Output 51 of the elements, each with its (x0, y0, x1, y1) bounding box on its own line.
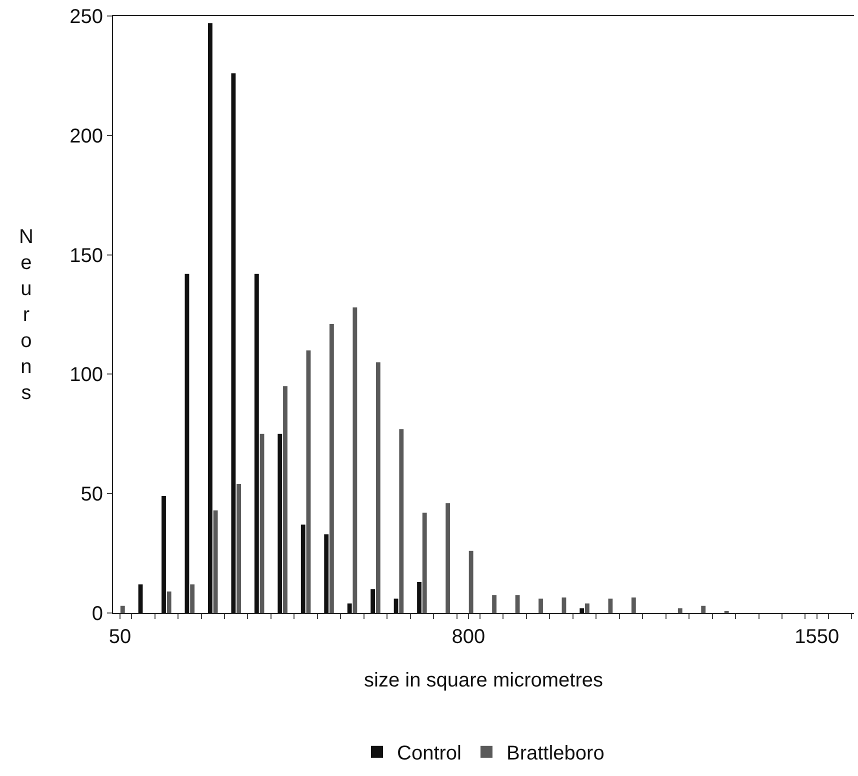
bar (236, 484, 241, 613)
bar (492, 595, 497, 613)
legend-label: Brattleboro (506, 742, 604, 765)
bar (324, 534, 329, 613)
bar (370, 589, 376, 613)
bar (208, 23, 212, 613)
x-tick-label: 50 (108, 626, 132, 648)
y-tick-label: 250 (70, 6, 103, 28)
bar (278, 434, 282, 613)
bar (260, 434, 264, 613)
bar (562, 597, 566, 613)
bar (678, 608, 682, 613)
bar (515, 595, 520, 613)
bar (231, 73, 236, 613)
bar (608, 598, 613, 613)
x-tick-label: 800 (452, 626, 486, 648)
y-tick-label: 0 (92, 603, 103, 625)
bar (701, 606, 706, 613)
bar (254, 274, 259, 613)
bar (446, 503, 450, 613)
bar (283, 386, 288, 613)
bar (468, 550, 474, 613)
bar (538, 598, 543, 613)
y-tick-label: 100 (70, 364, 103, 386)
bar (585, 603, 590, 613)
bar (306, 350, 311, 613)
bar (184, 274, 190, 613)
bar (394, 598, 398, 613)
bar (213, 510, 218, 613)
y-tick-label: 200 (70, 125, 103, 148)
bar (162, 496, 166, 613)
bar (631, 597, 636, 613)
bar (347, 603, 352, 613)
bar (329, 324, 334, 613)
bar (580, 608, 584, 613)
bar (417, 582, 422, 613)
bar (422, 512, 427, 613)
bar (399, 429, 404, 613)
bar (138, 584, 143, 613)
y-tick-label: 50 (80, 484, 103, 506)
bar (166, 592, 172, 613)
y-axis-title: Neurons (19, 226, 34, 404)
x-axis-title: size in square micrometres (364, 670, 603, 692)
bar (190, 584, 195, 613)
bar (352, 307, 358, 613)
bar (120, 606, 125, 613)
legend-label: Control (397, 742, 462, 765)
x-tick-label: 1550 (794, 626, 840, 648)
y-tick-label: 150 (70, 244, 103, 267)
bar (300, 524, 306, 613)
bar (376, 362, 380, 613)
